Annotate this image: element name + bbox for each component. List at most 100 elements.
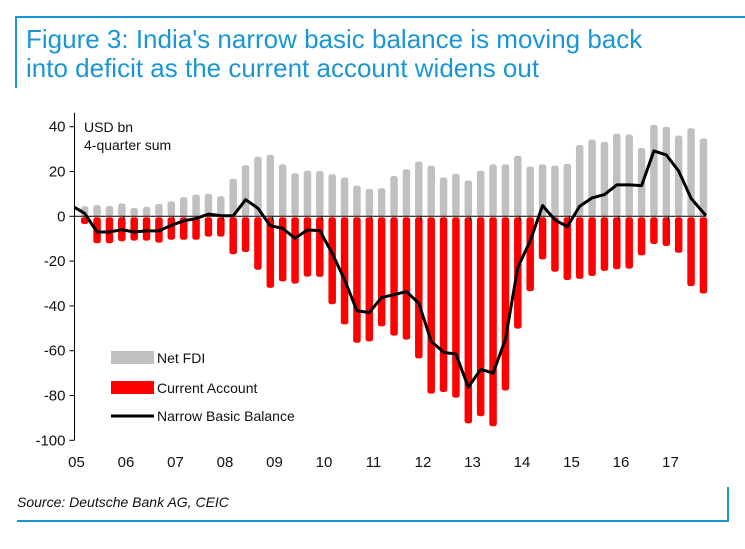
x-tick-label: 09	[266, 454, 283, 471]
legend-label-narrow-basic-balance: Narrow Basic Balance	[157, 408, 295, 424]
net-fdi-bar	[464, 180, 473, 217]
current-account-bar	[489, 217, 497, 427]
current-account-bar	[439, 217, 448, 393]
x-tick-label: 11	[366, 454, 382, 471]
figure-title: Figure 3: India's narrow basic balance i…	[26, 25, 736, 83]
y-tick-label: -60	[44, 343, 66, 360]
x-tick-label: 07	[167, 454, 184, 471]
net-fdi-bar	[452, 173, 460, 217]
unit-label-line1: USD bn	[84, 119, 133, 135]
current-account-bar	[167, 217, 176, 240]
net-fdi-bar	[415, 161, 423, 217]
net-fdi-bar	[328, 174, 336, 217]
current-account-bar	[650, 217, 658, 244]
net-fdi-bar	[353, 185, 361, 217]
current-account-bars	[80, 217, 708, 427]
x-tick-label: 06	[118, 454, 135, 471]
x-tick-label: 17	[662, 454, 679, 471]
y-tick-label: -40	[44, 298, 66, 315]
x-tick-label: 12	[415, 454, 432, 471]
net-fdi-bar	[217, 196, 225, 217]
net-fdi-bar	[291, 173, 299, 217]
x-tick-label: 10	[316, 454, 333, 471]
current-account-bar	[563, 217, 572, 281]
net-fdi-bar	[650, 124, 658, 217]
current-account-bar	[80, 217, 89, 225]
current-account-bar	[699, 217, 708, 294]
current-account-bar	[551, 217, 559, 272]
narrow-basic-balance-line	[73, 149, 708, 389]
net-fdi-bar	[402, 169, 411, 217]
current-account-bar	[613, 217, 621, 270]
current-account-bar	[415, 217, 423, 359]
current-account-bar	[476, 217, 485, 417]
net-fdi-bar	[439, 177, 448, 217]
net-fdi-bar	[538, 164, 547, 217]
net-fdi-bar	[625, 134, 633, 217]
current-account-bar	[687, 217, 695, 287]
net-fdi-bar	[179, 197, 188, 217]
net-fdi-bar	[600, 141, 609, 217]
net-fdi-bar	[303, 170, 312, 217]
y-tick-label: 0	[57, 208, 65, 225]
net-fdi-bar	[192, 194, 200, 217]
net-fdi-bar	[241, 165, 250, 217]
current-account-bar	[674, 217, 683, 253]
unit-label-line2: 4-quarter sum	[84, 137, 171, 153]
current-account-bar	[501, 217, 510, 391]
y-tick-label: 40	[49, 119, 66, 136]
current-account-bar	[662, 217, 671, 246]
current-account-bar	[254, 217, 262, 270]
current-account-bar	[229, 217, 237, 255]
net-fdi-bar	[563, 163, 572, 217]
current-account-bar	[192, 217, 200, 240]
current-account-bar	[600, 217, 609, 271]
frame-bottom-border	[17, 520, 729, 522]
current-account-bar	[266, 217, 275, 288]
net-fdi-bar	[254, 156, 262, 217]
current-account-bar	[637, 217, 646, 256]
net-fdi-bar	[365, 188, 374, 217]
current-account-bar	[241, 217, 250, 253]
y-tick-label: -80	[44, 388, 66, 405]
current-account-bar	[142, 217, 151, 241]
current-account-bar	[377, 217, 386, 327]
x-axis-ticks: 05 06 07 08 09 10 11 12 13 14 15 16 17	[68, 216, 679, 471]
current-account-bar	[365, 217, 374, 342]
y-tick-label: -20	[44, 253, 66, 270]
current-account-bar	[204, 217, 213, 237]
figure-title-line1: Figure 3: India's narrow basic balance i…	[26, 24, 643, 54]
net-fdi-bar	[118, 203, 126, 217]
net-fdi-bar	[575, 145, 584, 217]
x-tick-label: 15	[563, 454, 580, 471]
net-fdi-bar	[142, 206, 151, 217]
net-fdi-bar	[229, 178, 237, 217]
net-fdi-bar	[674, 135, 683, 217]
net-fdi-bar	[266, 154, 275, 217]
y-axis-ticks: 40 20 0 -20 -40 -60 -80 -100	[35, 119, 75, 449]
legend: Net FDI Current Account Narrow Basic Bal…	[111, 350, 295, 424]
net-fdi-bar	[501, 164, 510, 217]
frame-top-border	[16, 16, 745, 18]
legend-label-net-fdi: Net FDI	[157, 350, 205, 366]
y-tick-label: -100	[35, 432, 65, 449]
current-account-bar	[625, 217, 633, 269]
frame-right-border	[727, 487, 729, 522]
current-account-bar	[427, 217, 435, 394]
net-fdi-bars	[80, 124, 708, 217]
current-account-bar	[464, 217, 473, 424]
net-fdi-bar	[526, 166, 534, 217]
net-fdi-bar	[204, 193, 213, 217]
legend-swatch-net-fdi	[111, 351, 154, 364]
x-tick-label: 05	[68, 454, 85, 471]
current-account-bar	[303, 217, 312, 277]
current-account-bar	[353, 217, 361, 343]
net-fdi-bar	[489, 164, 497, 217]
current-account-bar	[402, 217, 411, 340]
net-fdi-bar	[155, 203, 163, 217]
net-fdi-bar	[377, 188, 386, 217]
net-fdi-bar	[105, 205, 114, 217]
net-fdi-bar	[662, 126, 671, 217]
net-fdi-bar	[340, 177, 349, 217]
